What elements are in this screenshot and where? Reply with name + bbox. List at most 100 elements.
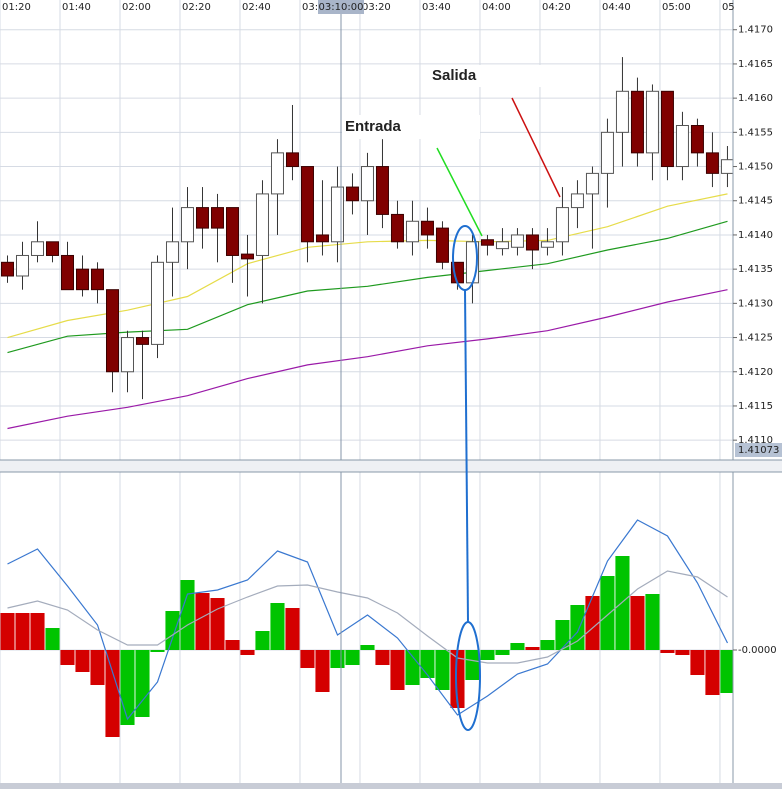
y-tick-label: 1.4125 [738, 333, 773, 344]
candle-body [525, 234, 539, 251]
candle-body [645, 90, 659, 154]
candle-body [690, 125, 704, 154]
histogram-bar [285, 608, 300, 650]
pane-separator [0, 460, 782, 472]
x-tick-label: 04:20 [542, 2, 571, 13]
candle-body [195, 207, 209, 229]
x-tick-label: 02:20 [182, 2, 211, 13]
candle-body [555, 207, 569, 243]
histogram-bar [660, 650, 675, 653]
y-tick-label: 1.4120 [738, 367, 773, 378]
y-tick-label: 1.4150 [738, 162, 773, 173]
y-tick-label: 1.4110 [738, 435, 773, 446]
candle-body [630, 90, 644, 154]
annotation-salida: Salida [432, 67, 477, 84]
candle-body [345, 186, 359, 202]
candle-body [510, 234, 524, 248]
x-tick-label: 05 [722, 2, 735, 13]
histogram-bar [330, 650, 345, 668]
candle-body [210, 207, 224, 229]
candle-body [585, 172, 599, 195]
candle-body [570, 193, 584, 209]
candle-body [390, 213, 404, 243]
histogram-bar [465, 650, 480, 680]
candle-body [660, 90, 674, 168]
histogram-bar [255, 631, 270, 650]
histogram-bar [210, 598, 225, 650]
indicator-line [7, 289, 728, 430]
histogram-bar [30, 613, 45, 650]
histogram-bar [585, 596, 600, 650]
candle-body [375, 166, 389, 215]
y-tick-label: 1.4140 [738, 230, 773, 241]
y-tick-label: 1.4155 [738, 127, 773, 138]
axis-labels: 01:20 01:40 02:00 02:20 02:40 03:00 03:20 03:40… [2, 2, 777, 656]
candle-body [0, 261, 14, 277]
candle-body [120, 337, 134, 373]
candle-body [360, 166, 374, 202]
candle-body [45, 241, 59, 256]
crosshair-time: 03:10:00 [319, 2, 364, 13]
crosshair-price-box [735, 443, 782, 457]
candle-body [225, 207, 239, 256]
candle-body [405, 220, 419, 243]
x-tick-label: 01:20 [2, 2, 31, 13]
candle-body [495, 241, 509, 250]
histogram-bar [435, 650, 450, 690]
y-tick-label: 1.4145 [738, 196, 773, 207]
candle-body [435, 227, 449, 263]
indicator-line [7, 519, 729, 721]
histogram-bar [540, 640, 555, 650]
candle-body [180, 207, 194, 243]
annotation-arrow [511, 97, 561, 198]
histogram-bar [390, 650, 405, 690]
y-tick-label: 1.4160 [738, 93, 773, 104]
x-tick-label: 01:40 [62, 2, 91, 13]
indicator-line [7, 570, 728, 664]
histogram-bar [705, 650, 720, 695]
x-tick-label: 03:00 [302, 2, 331, 13]
histogram-bar [360, 645, 375, 650]
histogram-bar [0, 613, 15, 650]
candle-body [675, 125, 689, 168]
histogram-bar [720, 650, 735, 693]
x-tick-label: 05:00 [662, 2, 691, 13]
candle-body [60, 254, 74, 291]
histogram-bar [450, 650, 465, 708]
candle-body [150, 261, 164, 345]
crosshair-time-box [318, 0, 364, 14]
histogram-bar [150, 650, 165, 652]
candle-body [285, 152, 299, 168]
histogram-bar [270, 603, 285, 650]
histogram-bar [510, 643, 525, 650]
histogram-bar [675, 650, 690, 655]
annotation-box [428, 65, 554, 87]
histogram-bar [690, 650, 705, 675]
candle-body [705, 152, 719, 174]
candle-body [330, 186, 344, 243]
candle-body [615, 90, 629, 133]
annotation-arrow [436, 147, 483, 237]
histogram-bar [375, 650, 390, 665]
candle-body [720, 159, 734, 174]
candle-body [480, 239, 494, 246]
candle-body [15, 254, 29, 277]
crosshair-price: 1.41073 [738, 445, 779, 456]
y-tick-label: 1.4165 [738, 59, 773, 70]
price-axis-panel [733, 0, 782, 783]
y-tick-label: 1.4115 [738, 401, 773, 412]
candle-body [540, 241, 554, 248]
histogram-bar [555, 620, 570, 650]
x-tick-label: 02:40 [242, 2, 271, 13]
bottom-bar [0, 783, 782, 789]
x-tick-label: 03:40 [422, 2, 451, 13]
histogram-bar [495, 650, 510, 655]
histogram-bar [75, 650, 90, 672]
histogram-bar [630, 596, 645, 650]
y-tick-label: 1.4170 [738, 25, 773, 36]
histogram-bar [45, 628, 60, 650]
y-tick-label: 1.4135 [738, 264, 773, 275]
candle-body [75, 268, 89, 291]
y-tick-label: 1.4130 [738, 298, 773, 309]
candle-body [270, 152, 284, 195]
